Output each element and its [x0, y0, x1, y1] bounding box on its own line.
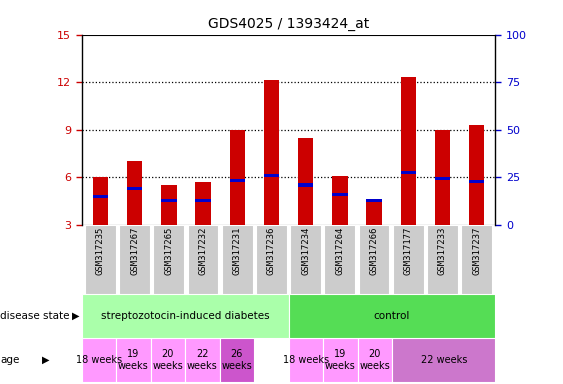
- Bar: [469, 125, 484, 225]
- Text: 19
weeks: 19 weeks: [118, 349, 149, 371]
- Bar: [230, 179, 245, 182]
- Bar: [161, 199, 177, 202]
- Text: GSM317234: GSM317234: [301, 227, 310, 275]
- Text: 26
weeks: 26 weeks: [221, 349, 252, 371]
- FancyBboxPatch shape: [82, 294, 289, 338]
- FancyBboxPatch shape: [359, 225, 390, 294]
- Text: ▶: ▶: [42, 355, 50, 365]
- Bar: [367, 199, 382, 202]
- Text: GSM317235: GSM317235: [96, 227, 105, 275]
- Text: 22
weeks: 22 weeks: [187, 349, 218, 371]
- Text: 19
weeks: 19 weeks: [325, 349, 356, 371]
- Bar: [400, 171, 416, 174]
- Text: GSM317267: GSM317267: [130, 227, 139, 275]
- FancyBboxPatch shape: [220, 338, 254, 382]
- Text: 18 weeks: 18 weeks: [283, 355, 329, 365]
- Bar: [469, 180, 484, 184]
- Text: streptozotocin-induced diabetes: streptozotocin-induced diabetes: [101, 311, 270, 321]
- FancyBboxPatch shape: [393, 225, 423, 294]
- Text: control: control: [374, 311, 410, 321]
- FancyBboxPatch shape: [185, 338, 220, 382]
- Text: age: age: [0, 355, 19, 365]
- Text: GSM317233: GSM317233: [438, 227, 447, 275]
- Text: disease state: disease state: [0, 311, 69, 321]
- Text: 18 weeks: 18 weeks: [76, 355, 122, 365]
- Bar: [127, 161, 142, 225]
- Text: GSM317237: GSM317237: [472, 227, 481, 275]
- FancyBboxPatch shape: [116, 338, 151, 382]
- FancyBboxPatch shape: [289, 294, 495, 338]
- Bar: [93, 195, 108, 198]
- FancyBboxPatch shape: [154, 225, 184, 294]
- Bar: [161, 185, 177, 225]
- Text: 22 weeks: 22 weeks: [421, 355, 467, 365]
- Bar: [332, 193, 347, 196]
- Bar: [263, 81, 279, 225]
- FancyBboxPatch shape: [119, 225, 150, 294]
- FancyBboxPatch shape: [324, 225, 355, 294]
- Bar: [263, 174, 279, 177]
- FancyBboxPatch shape: [427, 225, 458, 294]
- Title: GDS4025 / 1393424_at: GDS4025 / 1393424_at: [208, 17, 369, 31]
- FancyBboxPatch shape: [256, 225, 287, 294]
- FancyBboxPatch shape: [82, 338, 116, 382]
- Bar: [400, 77, 416, 225]
- Text: ▶: ▶: [72, 311, 79, 321]
- Text: 20
weeks: 20 weeks: [359, 349, 390, 371]
- Bar: [127, 187, 142, 190]
- FancyBboxPatch shape: [151, 338, 185, 382]
- Bar: [195, 199, 211, 202]
- Bar: [298, 184, 314, 187]
- Text: GSM317264: GSM317264: [336, 227, 345, 275]
- FancyBboxPatch shape: [187, 225, 218, 294]
- Bar: [230, 130, 245, 225]
- FancyBboxPatch shape: [461, 225, 492, 294]
- Text: GSM317266: GSM317266: [369, 227, 378, 275]
- FancyBboxPatch shape: [392, 338, 495, 382]
- Text: GSM317231: GSM317231: [233, 227, 242, 275]
- FancyBboxPatch shape: [323, 338, 358, 382]
- FancyBboxPatch shape: [289, 338, 323, 382]
- Bar: [298, 137, 314, 225]
- Text: GSM317265: GSM317265: [164, 227, 173, 275]
- FancyBboxPatch shape: [85, 225, 116, 294]
- Bar: [435, 177, 450, 180]
- Text: GSM317232: GSM317232: [199, 227, 208, 275]
- Bar: [435, 130, 450, 225]
- Text: GSM317177: GSM317177: [404, 227, 413, 275]
- Bar: [195, 182, 211, 225]
- Bar: [93, 177, 108, 225]
- Bar: [332, 175, 347, 225]
- Text: 20
weeks: 20 weeks: [153, 349, 183, 371]
- FancyBboxPatch shape: [291, 225, 321, 294]
- Text: GSM317236: GSM317236: [267, 227, 276, 275]
- FancyBboxPatch shape: [358, 338, 392, 382]
- FancyBboxPatch shape: [222, 225, 253, 294]
- Bar: [367, 199, 382, 225]
